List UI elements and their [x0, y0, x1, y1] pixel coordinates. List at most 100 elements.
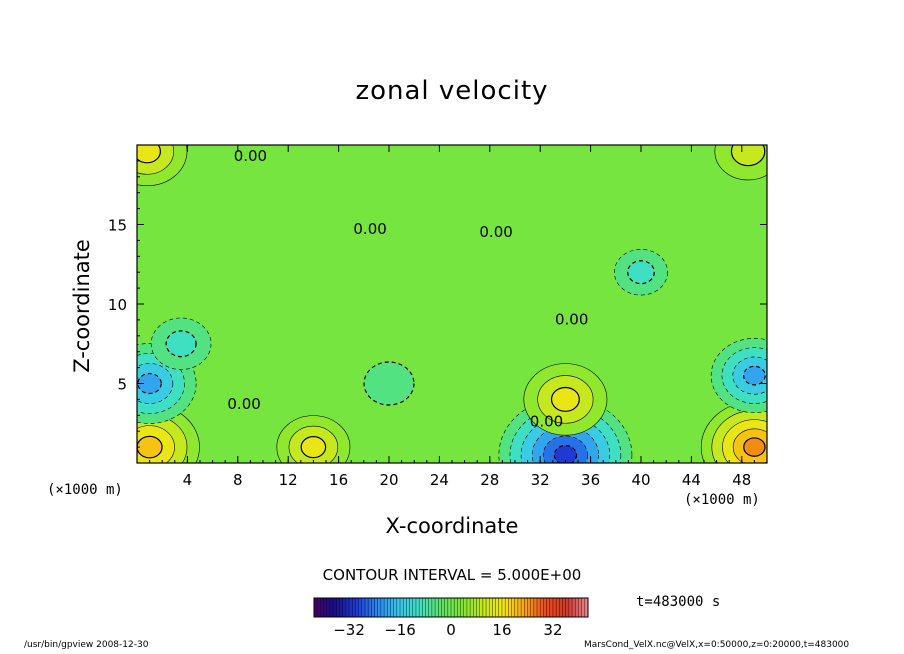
colorbar-cell — [537, 598, 541, 617]
contour-blob — [300, 436, 327, 459]
x-tick-label: 32 — [531, 471, 550, 489]
colorbar-cell — [479, 598, 484, 617]
colorbar-cell — [403, 598, 407, 617]
y-tick-label: 15 — [108, 217, 127, 235]
colorbar-cell — [355, 598, 360, 617]
colorbar-cell — [415, 598, 420, 617]
contour-blob — [363, 361, 415, 406]
colorbar-cell — [431, 598, 436, 617]
colorbar-cell — [540, 598, 544, 617]
x-tick-label: 40 — [631, 471, 650, 489]
colorbar-tick-label: 32 — [543, 621, 562, 639]
x-tick-label: 8 — [233, 471, 243, 489]
x-axis-label: X-coordinate — [385, 514, 519, 538]
colorbar-cell — [444, 598, 449, 617]
colorbar-cell — [489, 598, 493, 617]
colorbar-cell — [572, 598, 576, 617]
colorbar-cell — [320, 598, 325, 617]
colorbar-cell — [511, 598, 516, 617]
x-tick-label: 44 — [682, 471, 701, 489]
colorbar-cell — [349, 598, 353, 617]
colorbar-cell — [559, 598, 564, 617]
colorbar-tick-label: −16 — [384, 621, 416, 639]
colorbar-cell — [342, 598, 347, 617]
colorbar-cell — [393, 598, 398, 617]
colorbar-cell — [549, 598, 554, 617]
colorbar-cell — [508, 598, 513, 617]
field-background — [137, 145, 767, 463]
colorbar-cell — [447, 598, 452, 617]
colorbar-cell — [441, 598, 446, 617]
colorbar-cell — [425, 598, 430, 617]
x-tick-label: 48 — [732, 471, 751, 489]
contour-interval-label: CONTOUR INTERVAL = 5.000E+00 — [322, 566, 582, 584]
colorbar-cell — [435, 598, 439, 617]
colorbar-cell — [317, 598, 321, 617]
colorbar-cell — [463, 598, 468, 617]
colorbar-cell — [314, 598, 318, 617]
colorbar-cell — [533, 598, 538, 617]
y-axis-label: Z-coordinate — [70, 239, 94, 373]
colorbar-cell — [556, 598, 560, 617]
colorbar-cell — [546, 598, 551, 617]
colorbar-cell — [387, 598, 391, 617]
x-axis-unit-left: (×1000 m) — [47, 482, 123, 498]
colorbar-cell — [406, 598, 411, 617]
colorbar-cell — [575, 598, 579, 617]
contour-blob — [627, 260, 655, 285]
colorbar-cell — [482, 598, 487, 617]
colorbar-cell — [495, 598, 500, 617]
contour-label: 0.00 — [353, 220, 386, 238]
x-tick-label: 4 — [183, 471, 193, 489]
chart-title: zonal velocity — [355, 76, 549, 106]
colorbar-cell — [543, 598, 548, 617]
time-label: t=483000 s — [636, 594, 721, 610]
colorbar-cell — [419, 598, 423, 617]
colorbar-cell — [498, 598, 503, 617]
contour-blob — [550, 386, 580, 412]
colorbar-cell — [486, 598, 490, 617]
contour-label: 0.00 — [530, 412, 563, 430]
y-tick-label: 5 — [117, 376, 127, 394]
x-tick-label: 36 — [581, 471, 600, 489]
contour-label: 0.00 — [479, 223, 512, 241]
colorbar-cell — [339, 598, 344, 617]
colorbar-cell — [451, 598, 455, 617]
colorbar-cell — [438, 598, 442, 617]
colorbar-cell — [364, 598, 369, 617]
colorbar-cell — [422, 598, 427, 617]
colorbar-cell — [466, 598, 471, 617]
colorbar-cell — [400, 598, 404, 617]
contour-label: 0.00 — [555, 311, 588, 329]
x-tick-label: 28 — [480, 471, 499, 489]
colorbar-cell — [460, 598, 465, 617]
footer-left: /usr/bin/gpview 2008-12-30 — [24, 640, 149, 650]
colorbar-cell — [326, 598, 331, 617]
colorbar-cell — [352, 598, 356, 617]
colorbar-cell — [470, 598, 474, 617]
colorbar-cell — [390, 598, 395, 617]
colorbar-cell — [552, 598, 557, 617]
colorbar-tick-label: 0 — [446, 621, 456, 639]
colorbar-cell — [377, 598, 382, 617]
colorbar-cell — [428, 598, 433, 617]
x-tick-label: 20 — [379, 471, 398, 489]
contour-blob — [137, 435, 163, 459]
x-tick-label: 12 — [279, 471, 298, 489]
colorbar-cell — [514, 598, 519, 617]
contour-label: 0.00 — [227, 395, 260, 413]
colorbar-cell — [336, 598, 340, 617]
colorbar-cell — [492, 598, 497, 617]
colorbar-cell — [368, 598, 372, 617]
colorbar-cell — [473, 598, 477, 617]
x-axis-unit-right: (×1000 m) — [684, 492, 760, 508]
colorbar-cell — [578, 598, 583, 617]
colorbar-cell — [333, 598, 337, 617]
contour-label: 0.00 — [234, 147, 267, 165]
colorbar-cell — [358, 598, 363, 617]
colorbar-cell — [517, 598, 522, 617]
colorbar-cell — [380, 598, 385, 617]
footer-right: MarsCond_VelX.nc@VelX,x=0:50000,z=0:2000… — [584, 640, 850, 650]
contour-blob — [553, 444, 578, 463]
colorbar-cell — [396, 598, 401, 617]
